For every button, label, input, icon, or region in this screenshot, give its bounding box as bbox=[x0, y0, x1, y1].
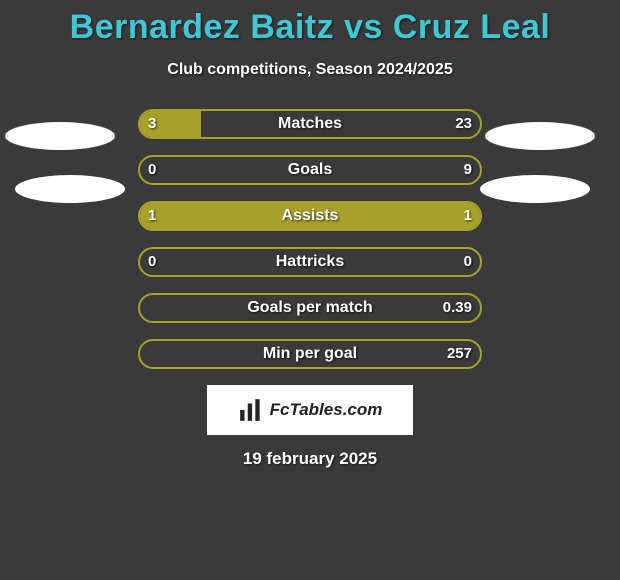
stat-bar-left bbox=[140, 111, 201, 137]
stat-bar-shell bbox=[138, 293, 482, 323]
bar-chart-icon bbox=[238, 397, 264, 423]
stat-row: Matches323 bbox=[138, 109, 482, 139]
page-subtitle: Club competitions, Season 2024/2025 bbox=[0, 61, 620, 79]
page-title: Bernardez Baitz vs Cruz Leal bbox=[0, 0, 620, 47]
stat-bar-shell bbox=[138, 201, 482, 231]
stat-bar-left bbox=[140, 203, 480, 229]
player-ellipse bbox=[15, 175, 125, 203]
stat-bar-shell bbox=[138, 247, 482, 277]
stat-bar-shell bbox=[138, 109, 482, 139]
stat-bar-shell bbox=[138, 155, 482, 185]
badge-text: FcTables.com bbox=[270, 400, 383, 420]
stat-row: Goals09 bbox=[138, 155, 482, 185]
player-ellipse bbox=[485, 122, 595, 150]
stat-row: Goals per match0.39 bbox=[138, 293, 482, 323]
chart-date: 19 february 2025 bbox=[0, 449, 620, 469]
stat-row: Assists11 bbox=[138, 201, 482, 231]
stat-row: Hattricks00 bbox=[138, 247, 482, 277]
stat-row: Min per goal257 bbox=[138, 339, 482, 369]
stat-bar-shell bbox=[138, 339, 482, 369]
player-ellipse bbox=[5, 122, 115, 150]
player-ellipse bbox=[480, 175, 590, 203]
fctables-badge: FcTables.com bbox=[207, 385, 413, 435]
